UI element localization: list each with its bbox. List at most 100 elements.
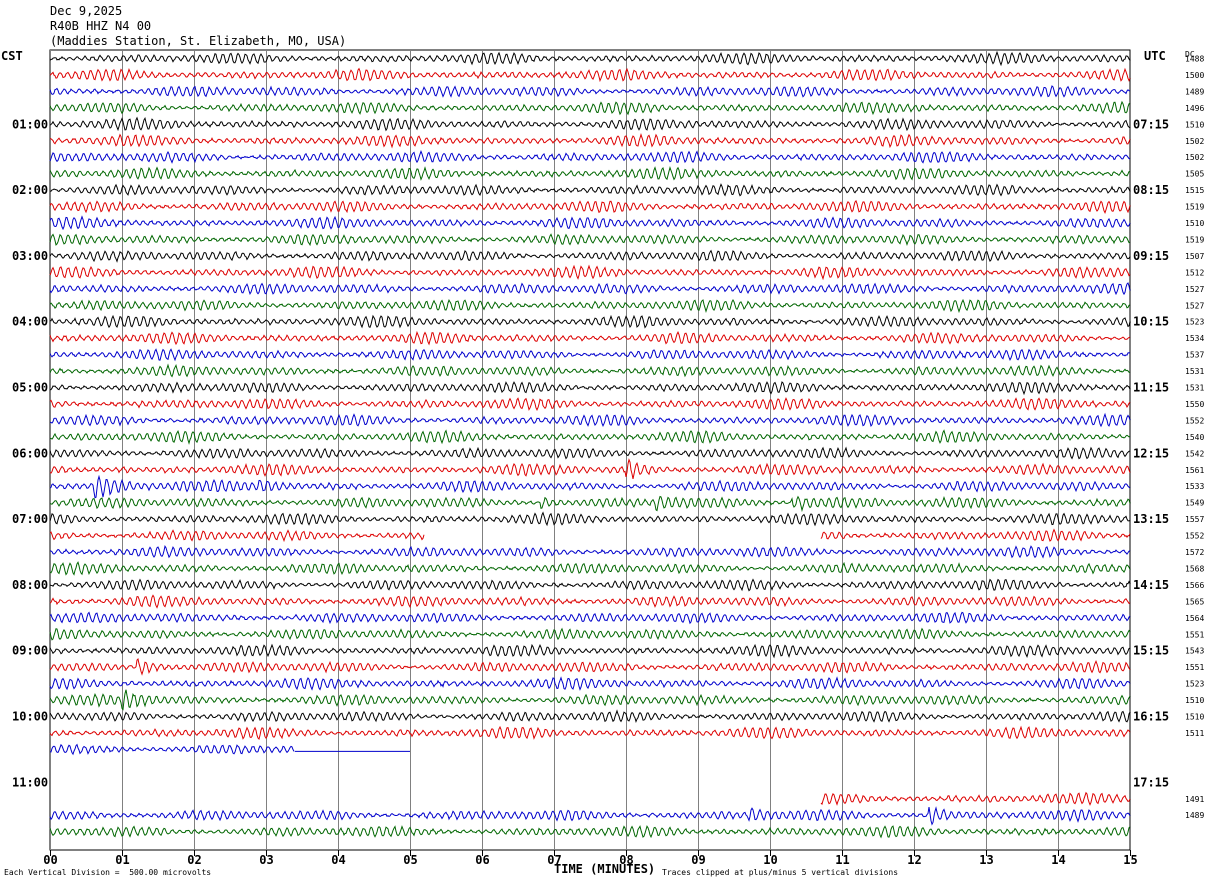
dc-value: 1502 [1185, 153, 1204, 162]
right-hour-label: 13:15 [1133, 512, 1169, 526]
trace-row-22 [49, 412, 1131, 428]
x-axis-title: TIME (MINUTES) [554, 862, 656, 876]
dc-value: 1496 [1185, 104, 1204, 113]
trace-row-16 [49, 314, 1131, 329]
dc-value: 1510 [1185, 713, 1204, 722]
right-hour-label: 14:15 [1133, 578, 1169, 592]
x-tick-label: 07 [547, 853, 561, 867]
trace-row-42 [49, 743, 295, 756]
trace-row-40 [49, 709, 1131, 724]
trace-row-27 [49, 495, 1131, 513]
trace-row-18 [49, 348, 1131, 362]
x-tick-label: 13 [979, 853, 993, 867]
x-tick-label: 03 [259, 853, 273, 867]
dc-value: 1557 [1185, 515, 1204, 524]
dc-value: 1542 [1185, 449, 1204, 458]
trace-row-23 [49, 429, 1131, 445]
left-hour-label: 05:00 [12, 381, 48, 395]
dc-value: 1552 [1185, 532, 1204, 541]
x-tick-label: 01 [115, 853, 129, 867]
dc-value: 1511 [1185, 729, 1204, 738]
dc-label: DC [1185, 50, 1195, 59]
trace-row-4 [49, 116, 1131, 132]
x-tick-label: 02 [187, 853, 201, 867]
x-tick-label: 06 [475, 853, 489, 867]
dc-value: 1568 [1185, 564, 1204, 573]
dc-value: 1537 [1185, 351, 1204, 360]
trace-row-19 [49, 363, 1131, 378]
trace-row-20 [49, 381, 1131, 396]
dc-value: 1510 [1185, 696, 1204, 705]
right-hour-label: 17:15 [1133, 775, 1169, 789]
trace-row-31 [49, 561, 1131, 576]
dc-value: 1519 [1185, 203, 1204, 212]
header-channel: R40B HHZ N4 00 [50, 19, 152, 33]
x-tick-label: 04 [331, 853, 345, 867]
dc-value: 1543 [1185, 647, 1204, 656]
dc-value: 1488 [1185, 55, 1204, 64]
header-date: Dec 9,2025 [50, 4, 123, 18]
dc-value: 1550 [1185, 400, 1204, 409]
left-hour-label: 03:00 [12, 249, 48, 263]
dc-value: 1572 [1185, 548, 1204, 557]
dc-value: 1540 [1185, 433, 1204, 442]
trace-row-30 [49, 545, 1131, 559]
dc-value: 1566 [1185, 581, 1204, 590]
trace-row-24 [49, 446, 1131, 460]
left-hour-label: 01:00 [12, 117, 48, 131]
x-tick-label: 14 [1051, 853, 1065, 867]
scale-note: Each Vertical Division = 500.00 microvol… [4, 868, 212, 877]
trace-row-29 [49, 528, 1131, 543]
dc-value: 1551 [1185, 630, 1204, 639]
trace-row-9 [49, 199, 1131, 215]
right-hour-label: 09:15 [1133, 249, 1169, 263]
trace-row-46 [49, 806, 1131, 826]
right-hour-label: 07:15 [1133, 117, 1169, 131]
trace-row-15 [49, 298, 1131, 314]
left-hour-label: 10:00 [12, 710, 48, 724]
trace-row-0 [49, 50, 1131, 67]
dc-value: 1533 [1185, 482, 1204, 491]
trace-row-21 [49, 397, 1131, 411]
right-hour-label: 16:15 [1133, 710, 1169, 724]
trace-row-10 [49, 215, 1131, 231]
trace-row-35 [49, 627, 1131, 641]
x-tick-label: 08 [619, 853, 633, 867]
dc-value: 1519 [1185, 235, 1204, 244]
x-tick-label: 10 [763, 853, 777, 867]
dc-value: 1531 [1185, 367, 1204, 376]
right-hour-label: 10:15 [1133, 315, 1169, 329]
trace-row-45 [820, 791, 1131, 806]
left-hour-label: 06:00 [12, 446, 48, 460]
left-hour-label: 02:00 [12, 183, 48, 197]
dc-value: 1565 [1185, 597, 1204, 606]
dc-value: 1500 [1185, 71, 1204, 80]
right-hour-label: 08:15 [1133, 183, 1169, 197]
x-tick-label: 15 [1123, 853, 1137, 867]
x-tick-label: 12 [907, 853, 921, 867]
dc-value: 1515 [1185, 186, 1204, 195]
trace-row-28 [49, 511, 1131, 527]
trace-row-34 [49, 611, 1131, 625]
dc-value: 1502 [1185, 137, 1204, 146]
trace-row-17 [49, 330, 1131, 346]
dc-value: 1527 [1185, 285, 1204, 294]
trace-row-32 [49, 578, 1131, 592]
trace-row-33 [49, 594, 1131, 609]
trace-row-11 [49, 233, 1131, 247]
dc-value: 1561 [1185, 466, 1204, 475]
trace-row-5 [49, 133, 1131, 149]
dc-value: 1510 [1185, 219, 1204, 228]
right-timezone-label: UTC [1144, 49, 1166, 63]
dc-value: 1491 [1185, 795, 1204, 804]
dc-value: 1489 [1185, 87, 1204, 96]
right-hour-label: 12:15 [1133, 446, 1169, 460]
left-hour-label: 08:00 [12, 578, 48, 592]
trace-row-36 [49, 643, 1131, 659]
dc-value: 1489 [1185, 811, 1204, 820]
right-hour-label: 15:15 [1133, 644, 1169, 658]
dc-value: 1505 [1185, 170, 1204, 179]
left-hour-label: 09:00 [12, 644, 48, 658]
dc-value: 1534 [1185, 334, 1204, 343]
